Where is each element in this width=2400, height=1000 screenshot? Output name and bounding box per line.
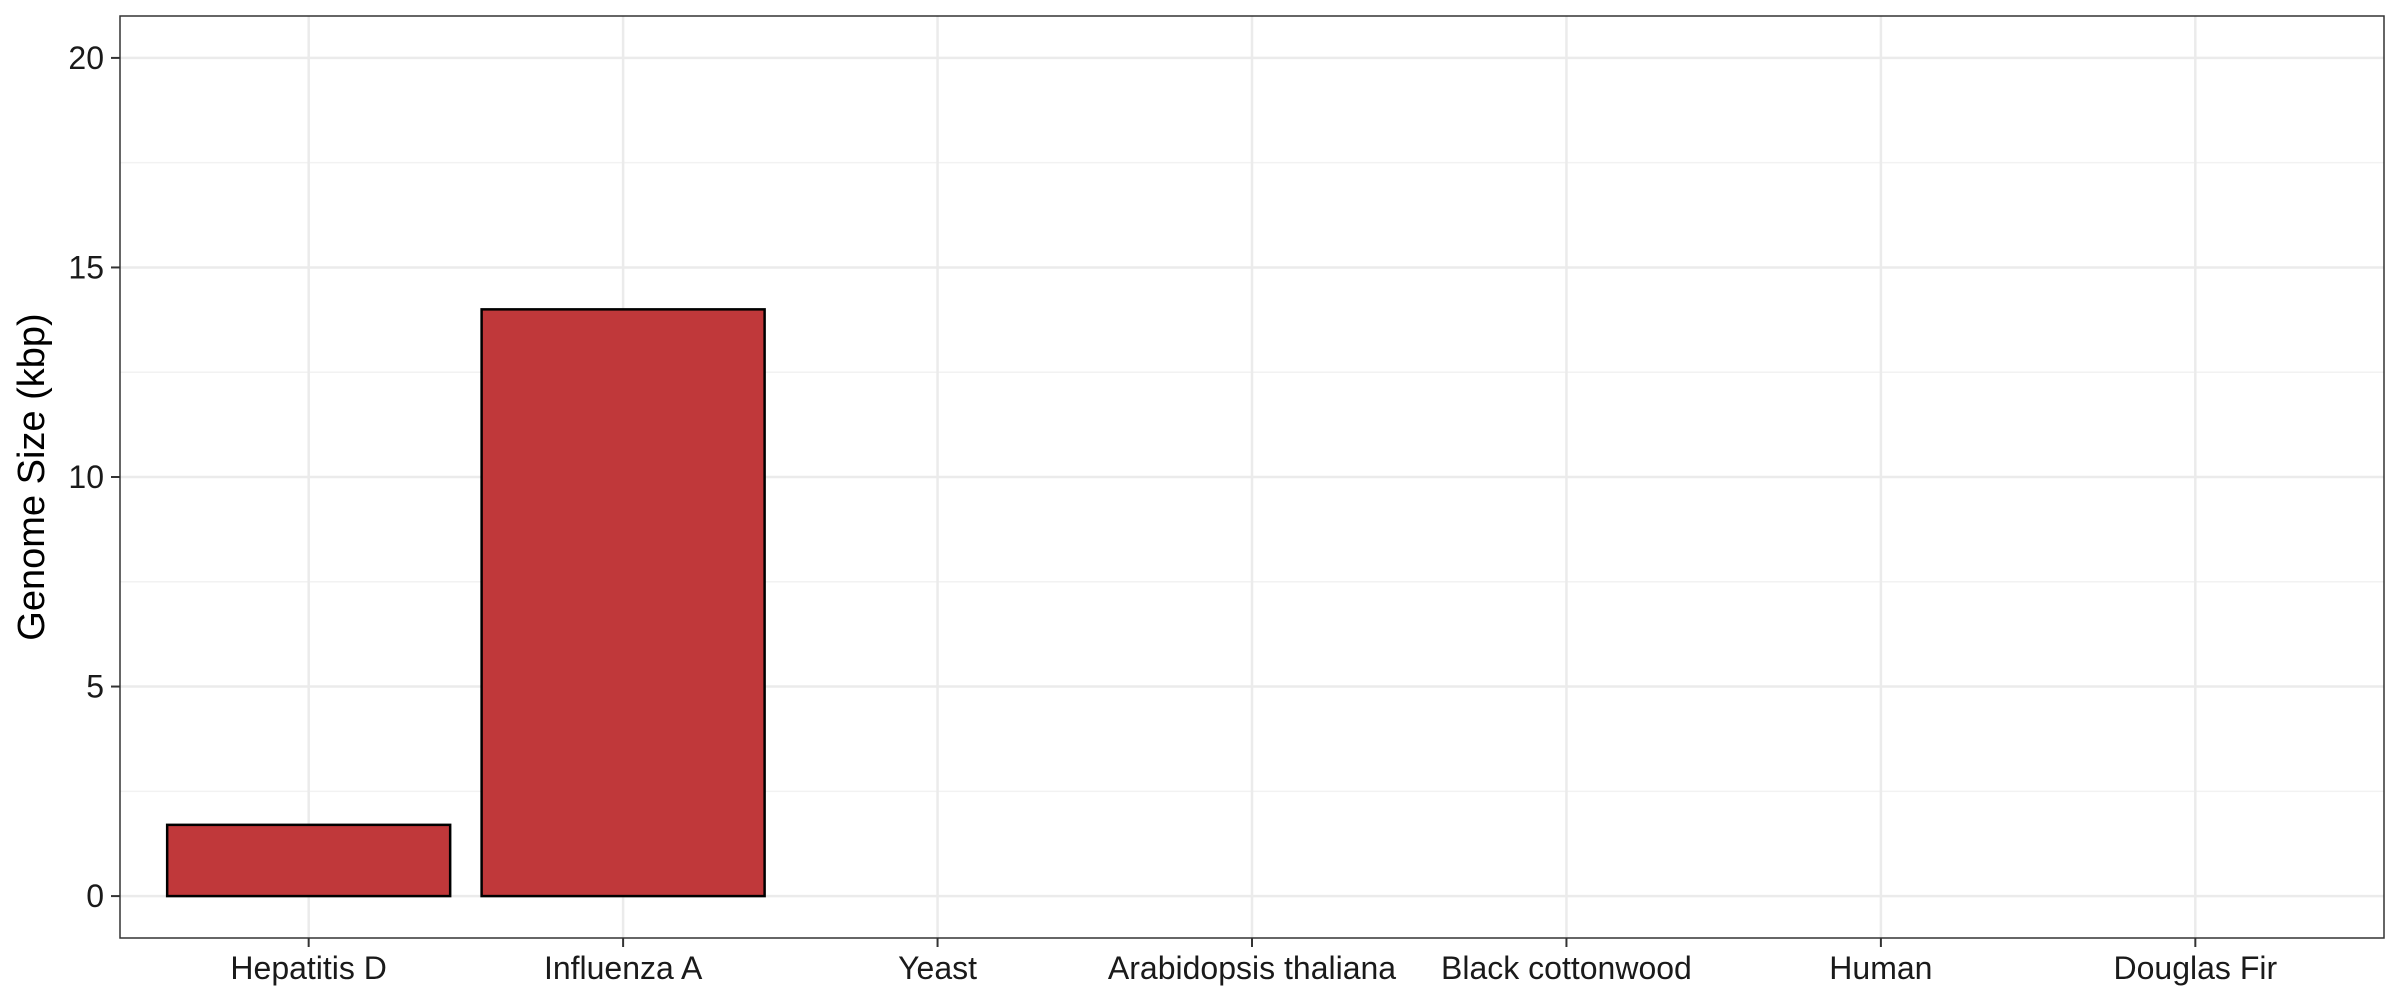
bar-influenza-a: [480, 308, 766, 898]
x-tick-label: Black cottonwood: [1441, 950, 1692, 986]
y-tick-label: 5: [86, 669, 104, 705]
y-tick-label: 10: [68, 459, 104, 495]
y-axis-ticks: 0 5 10 15 20: [68, 40, 120, 914]
x-tick-label: Douglas Fir: [2114, 950, 2278, 986]
bar-hepatitis-d: [165, 823, 452, 898]
bars: [165, 308, 766, 898]
x-axis-ticks: Hepatitis D Influenza A Yeast Arabidopsis t…: [230, 938, 2277, 986]
y-axis-title: Genome Size (kbp): [11, 313, 53, 640]
y-tick-label: 20: [68, 40, 104, 76]
y-tick-label: 15: [68, 249, 104, 285]
x-tick-label: Yeast: [898, 950, 977, 986]
x-tick-label: Arabidopsis thaliana: [1108, 950, 1396, 986]
x-tick-label: Influenza A: [544, 950, 703, 986]
x-tick-label: Human: [1829, 950, 1932, 986]
x-tick-label: Hepatitis D: [230, 950, 387, 986]
y-tick-label: 0: [86, 878, 104, 914]
